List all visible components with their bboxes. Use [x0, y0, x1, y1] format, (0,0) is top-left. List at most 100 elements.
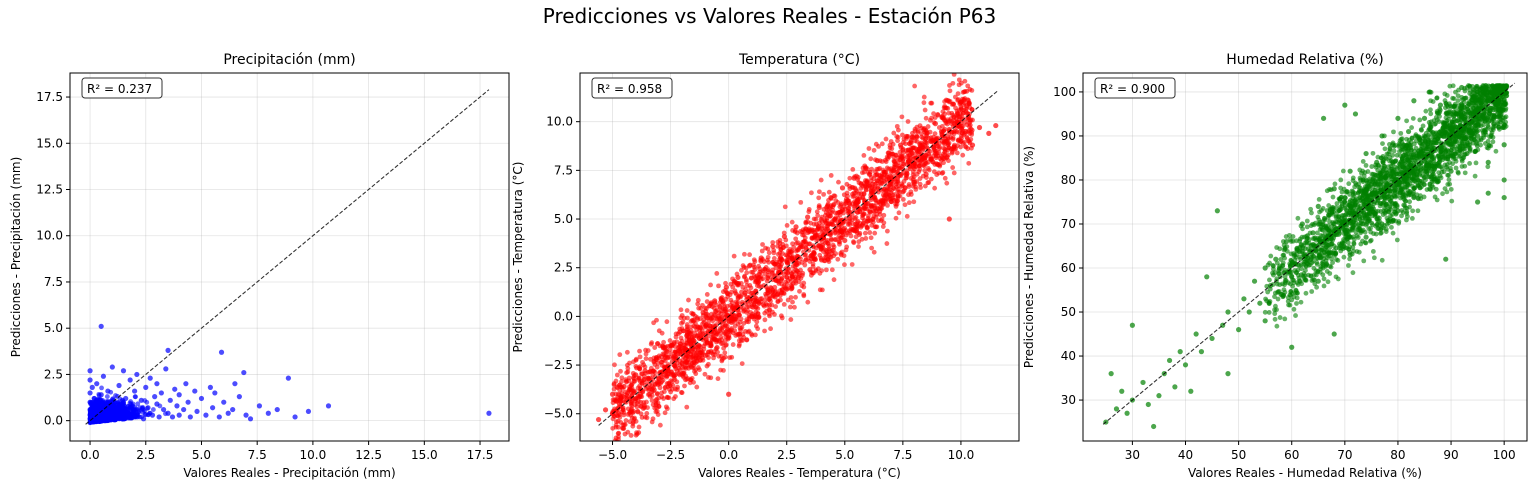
point-temperatura-53 [811, 230, 818, 236]
point-temperatura-8 [637, 391, 643, 397]
point-humedad-40 [1305, 261, 1311, 267]
point-precipitacion-85 [256, 403, 263, 409]
point-temperatura-33 [735, 274, 741, 281]
point-precipitacion-38 [129, 403, 135, 409]
point-temperatura-52 [807, 267, 813, 273]
xtick-label-precipitacion: 5.0 [192, 448, 211, 462]
xlabel-humedad: Valores Reales - Humedad Relativa (%) [1188, 466, 1422, 480]
point-temperatura-71 [881, 171, 887, 177]
point-humedad-33 [1273, 256, 1279, 262]
r2-label-temperatura: R² = 0.958 [597, 82, 662, 96]
xtick-label-temperatura: 0.0 [719, 448, 738, 462]
point-humedad-77 [1453, 111, 1459, 117]
point-temperatura-21 [691, 317, 697, 323]
points-precipitacion [87, 323, 492, 426]
point-humedad-73 [1437, 102, 1444, 108]
point-humedad-89 [1501, 194, 1507, 201]
ytick-label-humedad: 100 [1053, 85, 1076, 99]
point-precipitacion-81 [236, 394, 242, 400]
point-humedad-3 [1119, 388, 1125, 394]
point-humedad-81 [1475, 133, 1481, 139]
point-temperatura-10 [649, 383, 655, 390]
ytick-label-precipitacion: 12.5 [36, 183, 63, 197]
point-temperatura-93 [969, 142, 976, 148]
xtick-label-precipitacion: 2.5 [136, 448, 155, 462]
ytick-label-humedad: 40 [1061, 349, 1076, 363]
point-temperatura-69 [874, 158, 880, 164]
point-humedad-2 [1113, 406, 1120, 412]
point-temperatura-22 [695, 342, 702, 349]
point-temperatura-29 [723, 284, 729, 290]
point-humedad-78 [1459, 84, 1465, 91]
point-temperatura-23 [700, 309, 706, 316]
point-precipitacion-59 [169, 414, 176, 420]
point-humedad-18 [1198, 349, 1205, 355]
point-humedad-72 [1432, 137, 1438, 143]
point-temperatura-56 [823, 220, 829, 226]
point-precipitacion-57 [165, 410, 171, 416]
point-precipitacion-7 [87, 419, 93, 426]
point-humedad-15 [1182, 362, 1189, 368]
point-humedad-86 [1501, 84, 1507, 91]
chart-title-precipitacion: Precipitación (mm) [223, 52, 355, 68]
point-temperatura-24 [702, 352, 709, 358]
point-humedad-38 [1294, 247, 1300, 253]
point-temperatura-83 [928, 138, 934, 144]
axes-frame-temperatura [579, 72, 1020, 442]
point-precipitacion-87 [274, 406, 280, 413]
point-temperatura-1 [602, 407, 609, 413]
xtick-label-precipitacion: 10.0 [300, 448, 327, 462]
point-precipitacion-44 [140, 416, 147, 422]
point-temperatura-61 [842, 237, 848, 244]
point-humedad-94 [1485, 190, 1491, 196]
ytick-label-temperatura: 10.0 [546, 115, 573, 129]
point-precipitacion-83 [243, 412, 249, 418]
xtick-label-humedad: 80 [1390, 448, 1405, 462]
point-humedad-50 [1347, 168, 1353, 174]
point-temperatura-5 [621, 383, 627, 390]
xtick-label-temperatura: −5.0 [598, 448, 627, 462]
point-temperatura-96 [993, 122, 999, 129]
point-temperatura-31 [726, 391, 732, 397]
point-humedad-24 [1225, 371, 1231, 377]
figure-suptitle: Predicciones vs Valores Reales - Estació… [542, 4, 997, 28]
point-precipitacion-10 [89, 384, 95, 390]
point-humedad-36 [1289, 274, 1295, 280]
point-temperatura-59 [835, 210, 841, 216]
identity-line-temperatura [598, 90, 999, 426]
point-precipitacion-49 [152, 394, 158, 400]
point-temperatura-91 [958, 138, 964, 144]
point-temperatura-70 [877, 208, 883, 214]
point-humedad-80 [1469, 98, 1475, 104]
point-humedad-54 [1363, 150, 1369, 157]
point-precipitacion-19 [98, 392, 104, 398]
panel-temperatura: −5.0 −2.5 0.0 2.5 5.0 7.5 10.0 −5.0 −2.5 0.0 2.5 5.… [511, 52, 1020, 480]
point-humedad-79 [1464, 150, 1470, 157]
point-precipitacion-32 [118, 406, 124, 413]
axes-frame-humedad [1082, 72, 1528, 442]
point-humedad-26 [1241, 296, 1247, 302]
point-precipitacion-17 [96, 401, 102, 407]
ytick-label-humedad: 80 [1061, 173, 1076, 187]
point-humedad-90 [1320, 115, 1327, 121]
point-precipitacion-41 [134, 371, 140, 378]
point-temperatura-60 [839, 185, 846, 191]
ylabel-precipitacion: Predicciones - Precipitación (mm) [9, 157, 23, 358]
panel-humedad: 30 40 50 60 70 80 90 100 30 40 50 60 70 80 90 100 Humeda… [1022, 52, 1528, 480]
point-humedad-30 [1262, 265, 1268, 271]
point-precipitacion-5 [87, 377, 93, 383]
point-precipitacion-25 [105, 388, 111, 394]
point-precipitacion-16 [96, 416, 102, 422]
point-humedad-58 [1379, 133, 1385, 139]
point-humedad-53 [1358, 177, 1364, 183]
point-humedad-42 [1315, 203, 1321, 209]
point-temperatura-20 [688, 364, 695, 370]
point-precipitacion-55 [163, 366, 169, 372]
point-humedad-35 [1283, 238, 1290, 245]
ytick-label-precipitacion: 15.0 [36, 136, 63, 150]
identity-line-humedad [1102, 82, 1516, 425]
point-humedad-66 [1411, 98, 1417, 104]
xtick-label-humedad: 60 [1284, 448, 1299, 462]
point-humedad-51 [1347, 252, 1353, 258]
